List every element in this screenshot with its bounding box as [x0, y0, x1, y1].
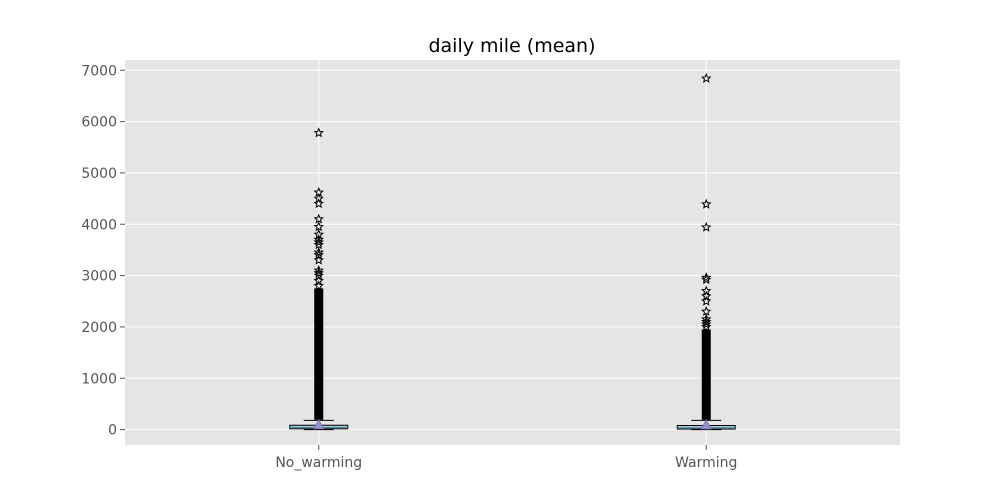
outlier-point [701, 306, 712, 316]
mean-marker [313, 418, 325, 430]
box-series [289, 72, 736, 431]
outlier-point [701, 198, 712, 209]
outlier-point [701, 285, 712, 296]
outlier-point [313, 213, 324, 224]
y-tick-label: 1000 [81, 371, 117, 387]
y-tick-label: 0 [108, 423, 117, 439]
y-tick-label: 2000 [81, 320, 117, 336]
outlier-point [313, 221, 324, 232]
mean-marker [700, 419, 712, 430]
outlier-point [313, 246, 324, 257]
outlier-point [313, 236, 324, 247]
y-tick-label: 3000 [81, 269, 117, 285]
x-tick-label: Warming [675, 455, 737, 471]
outlier-point [701, 316, 712, 327]
y-tick-label: 7000 [81, 63, 117, 79]
chart-title: daily mile (mean) [428, 35, 595, 57]
y-axis: 0 1000 2000 3000 4000 5000 6000 7000 [81, 63, 125, 439]
outlier-point [313, 267, 324, 278]
outlier-point [313, 193, 324, 204]
outlier-point [313, 264, 324, 275]
outlier-cluster [314, 288, 324, 420]
outlier-point [701, 274, 712, 285]
outlier-point [313, 186, 324, 197]
outlier-point [313, 249, 324, 260]
outlier-point [701, 272, 712, 283]
y-tick-label: 4000 [81, 217, 117, 233]
y-tick-label: 6000 [81, 115, 117, 131]
outlier-point [701, 221, 712, 232]
plot-area [125, 60, 900, 445]
y-tick-label: 5000 [81, 166, 117, 182]
outlier-cluster [701, 329, 711, 420]
outlier-point [701, 313, 712, 324]
outlier-point [701, 72, 712, 83]
outlier-point [313, 127, 324, 138]
x-tick-label: No_warming [275, 455, 362, 471]
outlier-point [313, 229, 324, 239]
x-axis: No_warming Warming [275, 445, 737, 471]
